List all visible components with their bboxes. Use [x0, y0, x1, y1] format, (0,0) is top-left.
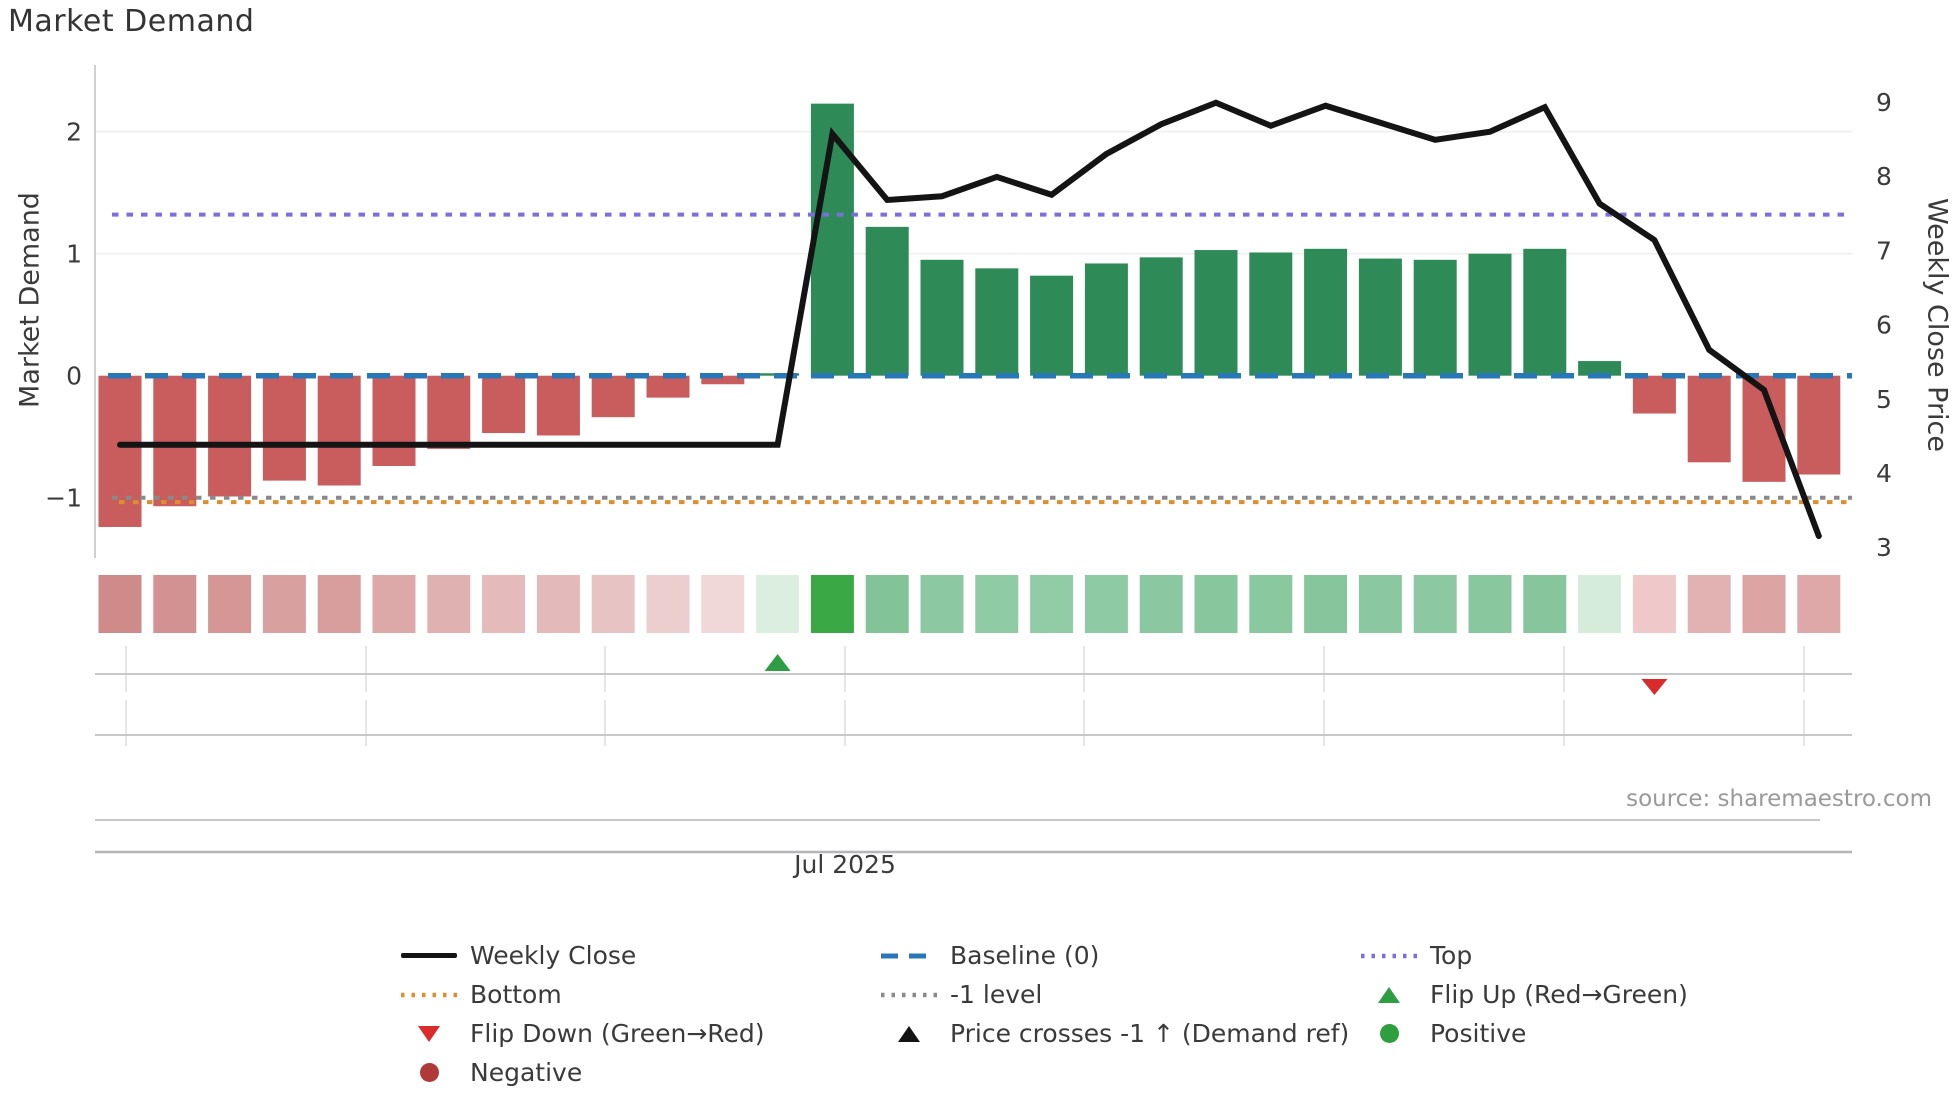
y-right-tick-label: 5 — [1876, 385, 1892, 414]
demand-bar — [1194, 250, 1238, 376]
heatmap-cell — [98, 575, 142, 633]
demand-bar — [1413, 259, 1457, 376]
heatmap-cell — [646, 575, 690, 633]
heatmap-cell — [1687, 575, 1731, 633]
demand-bar — [865, 226, 909, 376]
demand-bar — [1797, 375, 1841, 475]
heatmap-cell — [701, 575, 745, 633]
heatmap-cell — [482, 575, 526, 633]
heatmap-cell — [262, 575, 306, 633]
demand-bar — [427, 375, 471, 449]
demand-bar — [1632, 375, 1676, 414]
demand-bar — [1468, 253, 1512, 376]
heatmap-cell — [865, 575, 909, 633]
heatmap-cell — [536, 575, 580, 633]
heatmap-cell — [317, 575, 361, 633]
demand-bar — [317, 375, 361, 486]
y-left-tick-label: 2 — [66, 118, 82, 147]
y-right-tick-label: 8 — [1876, 162, 1892, 191]
heatmap-cell — [591, 575, 635, 633]
heatmap-cell — [1358, 575, 1402, 633]
y-left-tick-label: −1 — [45, 484, 82, 513]
demand-bar — [482, 375, 526, 434]
y-left-tick-label: 0 — [66, 362, 82, 391]
heatmap-cell — [1797, 575, 1841, 633]
demand-bar — [1304, 248, 1348, 376]
demand-bar — [536, 375, 580, 436]
heatmap-cell — [756, 575, 800, 633]
heatmap-cell — [1742, 575, 1786, 633]
heatmap-cell — [810, 575, 854, 633]
demand-bar — [1249, 252, 1293, 376]
y-right-tick-label: 6 — [1876, 311, 1892, 340]
demand-bar — [920, 259, 964, 376]
demand-bar — [1578, 361, 1622, 376]
heatmap-cell — [1578, 575, 1622, 633]
heatmap-cell — [153, 575, 197, 633]
demand-bar — [1358, 258, 1402, 376]
demand-bar — [372, 375, 416, 466]
demand-bar — [591, 375, 635, 418]
heatmap-cell — [208, 575, 252, 633]
demand-bar — [1523, 248, 1567, 376]
demand-bar — [153, 375, 197, 507]
demand-bar — [1139, 257, 1183, 376]
heatmap-cell — [372, 575, 416, 633]
heatmap-cell — [1030, 575, 1074, 633]
demand-bar — [1687, 375, 1731, 463]
flip-up-marker — [764, 654, 791, 671]
heatmap-cell — [1413, 575, 1457, 633]
chart-title: Market Demand — [8, 4, 255, 39]
weekly-close-line — [117, 99, 1822, 540]
demand-bar — [208, 375, 252, 497]
flip-down-marker — [1641, 679, 1668, 695]
heatmap-cell — [1304, 575, 1348, 633]
heatmap-cell — [920, 575, 964, 633]
demand-bar — [262, 375, 306, 481]
heatmap-cell — [427, 575, 471, 633]
y-right-tick-label: 4 — [1876, 459, 1892, 488]
heatmap-cell — [1632, 575, 1676, 633]
y-right-tick-label: 7 — [1876, 236, 1892, 265]
heatmap-cell — [1139, 575, 1183, 633]
y-right-tick-label: 3 — [1876, 533, 1892, 562]
demand-bar — [701, 375, 745, 385]
heatmap-cell — [1523, 575, 1567, 633]
heatmap-cell — [1249, 575, 1293, 633]
demand-bar — [646, 375, 690, 398]
y-left-tick-label: 1 — [66, 240, 82, 269]
x-tick-label: Jul 2025 — [794, 850, 896, 879]
source-text: source: sharemaestro.com — [1626, 786, 1932, 812]
heatmap-cell — [975, 575, 1019, 633]
demand-bar — [1084, 263, 1128, 376]
demand-bar — [1030, 275, 1074, 376]
heatmap-cell — [1084, 575, 1128, 633]
demand-bar — [975, 268, 1019, 376]
heatmap-cell — [1468, 575, 1512, 633]
demand-bar — [98, 375, 142, 527]
y-right-tick-label: 9 — [1876, 88, 1892, 117]
heatmap-cell — [1194, 575, 1238, 633]
